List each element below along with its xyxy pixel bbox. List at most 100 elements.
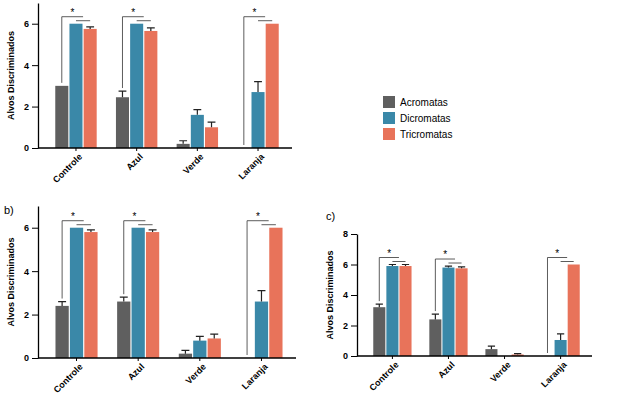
legend-item: Tricromatas	[383, 128, 452, 140]
tick-label: Azul	[436, 360, 457, 381]
tick-mark	[32, 65, 38, 66]
bar	[555, 340, 567, 356]
tick: Azul	[436, 356, 457, 380]
tick-label: Laranja	[240, 361, 270, 391]
tick-mark	[76, 358, 77, 361]
error-bar	[86, 27, 94, 29]
bar	[70, 228, 83, 358]
plot-area	[55, 228, 282, 358]
legend-label: Tricromatas	[400, 129, 452, 140]
annotation: *	[131, 7, 135, 18]
axis-line	[38, 207, 39, 359]
tick: Azul	[126, 358, 147, 382]
error-bar	[147, 28, 155, 31]
bar	[255, 302, 268, 358]
error-bar	[376, 304, 383, 307]
tick-label: Laranja	[237, 151, 267, 181]
significance-bracket	[392, 261, 405, 262]
y-axis: 02468	[343, 229, 358, 361]
tick-label: 4	[343, 290, 348, 300]
significance-bracket	[258, 20, 272, 21]
legend-swatch	[383, 112, 395, 124]
tick-mark	[560, 356, 561, 359]
tick: 2	[24, 310, 38, 320]
tick-mark	[32, 315, 38, 316]
bar	[399, 266, 411, 356]
tick-mark	[138, 358, 139, 361]
error-bar	[193, 110, 201, 115]
x-axis: ControleAzulVerdeLaranja	[38, 148, 292, 185]
tick: Azul	[124, 148, 145, 172]
bar	[269, 228, 282, 358]
tick-mark	[351, 295, 357, 296]
tick: 4	[343, 290, 357, 300]
bar	[191, 115, 204, 148]
bar	[208, 338, 221, 358]
y-axis-title: Alvos Discriminados	[6, 31, 16, 120]
bar	[55, 86, 68, 148]
tick-label: 2	[343, 321, 348, 331]
tick-mark	[258, 148, 259, 151]
error-bar	[210, 334, 218, 338]
tick-label: Azul	[126, 362, 147, 383]
axis-line	[38, 4, 39, 149]
error-bar	[389, 265, 396, 267]
bar	[442, 268, 454, 356]
tick-mark	[32, 24, 38, 25]
bar	[130, 24, 143, 148]
error-bar	[208, 122, 216, 127]
panel: 0246ControleAzulVerdeLaranjaAlvos Discri…	[6, 4, 292, 185]
significance-bracket	[122, 17, 143, 88]
bar	[456, 268, 468, 356]
tick-label: 6	[24, 223, 29, 233]
annotation: *	[71, 211, 75, 222]
bar	[386, 266, 398, 356]
error-bar	[119, 91, 127, 97]
tick: Laranja	[240, 358, 270, 391]
annotation: *	[387, 248, 391, 259]
bar	[266, 24, 279, 148]
tick-mark	[136, 148, 137, 151]
tick-mark	[504, 356, 505, 359]
tick-label: Azul	[124, 152, 145, 173]
tick: Controle	[51, 148, 84, 185]
significance-bracket	[247, 221, 269, 355]
legend-item: Acromatas	[383, 96, 448, 108]
tick: 4	[24, 267, 38, 277]
tick: 4	[24, 61, 38, 71]
bar	[146, 232, 159, 358]
tick-mark	[351, 234, 357, 235]
tick-label: 0	[24, 353, 29, 363]
tick: 0	[24, 143, 38, 153]
error-bar	[196, 336, 204, 340]
tick: Laranja	[237, 148, 267, 181]
tick-label: Controle	[367, 360, 400, 393]
bar	[84, 232, 97, 358]
tick: Controle	[367, 356, 400, 393]
tick-mark	[32, 358, 38, 359]
error-bar	[58, 302, 66, 306]
tick-label: 0	[24, 143, 29, 153]
significance-bracket	[62, 221, 84, 299]
annotation: *	[133, 211, 137, 222]
tick-label: Controle	[51, 362, 84, 395]
bar	[117, 302, 130, 358]
tick-mark	[448, 356, 449, 359]
tick: 6	[343, 260, 357, 270]
significance-bracket	[76, 20, 90, 21]
bar	[132, 228, 145, 358]
tick: 0	[24, 353, 38, 363]
error-bar	[488, 346, 495, 349]
tick-mark	[32, 228, 38, 229]
tick-mark	[32, 107, 38, 108]
tick-label: 8	[343, 229, 348, 239]
y-axis-title: Alvos Discriminados	[325, 250, 335, 339]
tick-label: Verde	[184, 362, 208, 386]
plot-area	[55, 24, 278, 148]
bar	[55, 306, 68, 358]
tick-mark	[351, 356, 357, 357]
bar	[144, 31, 157, 148]
significance-bracket	[62, 17, 83, 83]
tick-label: Controle	[51, 152, 84, 185]
significance-bracket	[77, 224, 91, 225]
